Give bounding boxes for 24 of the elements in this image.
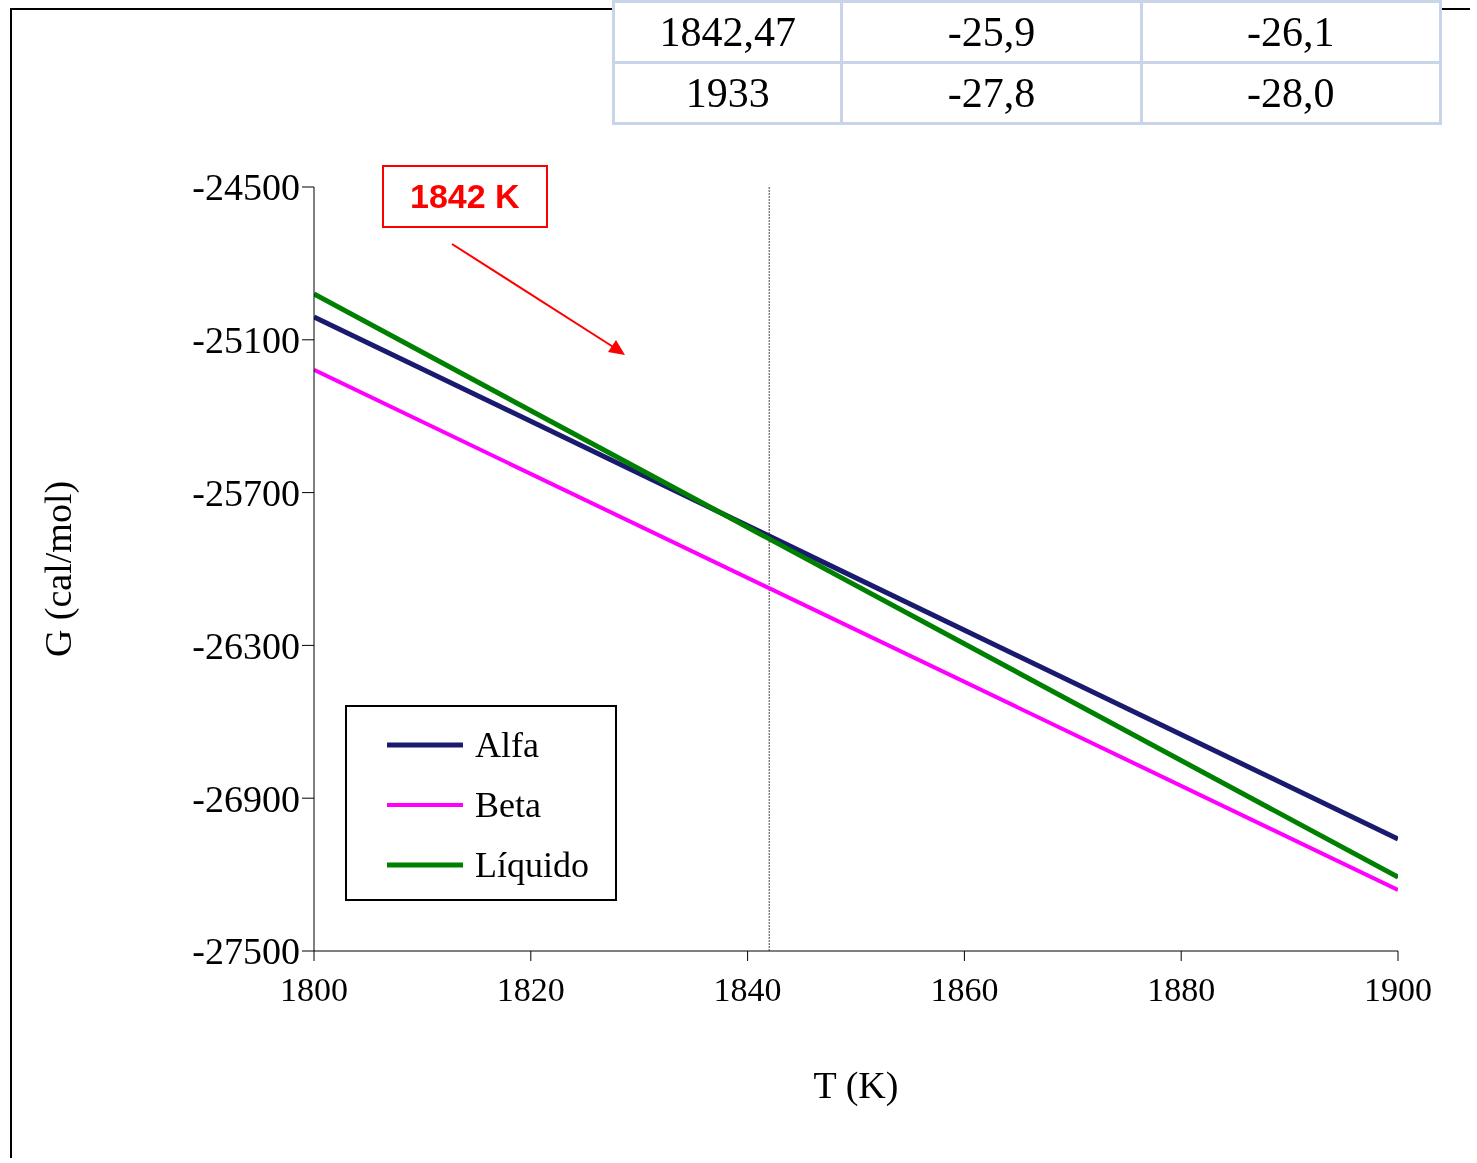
x-tick-label: 1900 (1364, 971, 1432, 1009)
y-tick-label: -25700 (192, 472, 300, 515)
y-tick-label: -27500 (192, 930, 300, 973)
text: -27,8 (841, 62, 1142, 124)
legend-label: Líquido (475, 844, 589, 886)
x-axis-title: T (K) (813, 1063, 899, 1107)
text: -26,1 (1141, 1, 1441, 63)
x-tick-label: 1840 (713, 971, 782, 1009)
x-tick-label: 1880 (1147, 971, 1216, 1009)
y-tick-label: -24500 (192, 166, 300, 209)
annotation: 1842 K (382, 165, 548, 228)
text: 1842,47 (613, 1, 842, 63)
text: -25,9 (841, 1, 1142, 63)
text: 1933 (613, 62, 842, 124)
y-tick-label: -26900 (192, 777, 300, 820)
text: -28,0 (1141, 62, 1441, 124)
legend-label: Alfa (475, 724, 539, 766)
x-tick-label: 1860 (930, 971, 999, 1009)
x-tick-label: 1820 (496, 971, 565, 1009)
y-axis-title: G (cal/mol) (37, 480, 81, 658)
y-tick-label: -25100 (192, 319, 300, 362)
x-tick-label: 1800 (280, 971, 348, 1009)
y-tick-label: -26300 (192, 624, 300, 667)
legend-label: Beta (475, 784, 541, 826)
